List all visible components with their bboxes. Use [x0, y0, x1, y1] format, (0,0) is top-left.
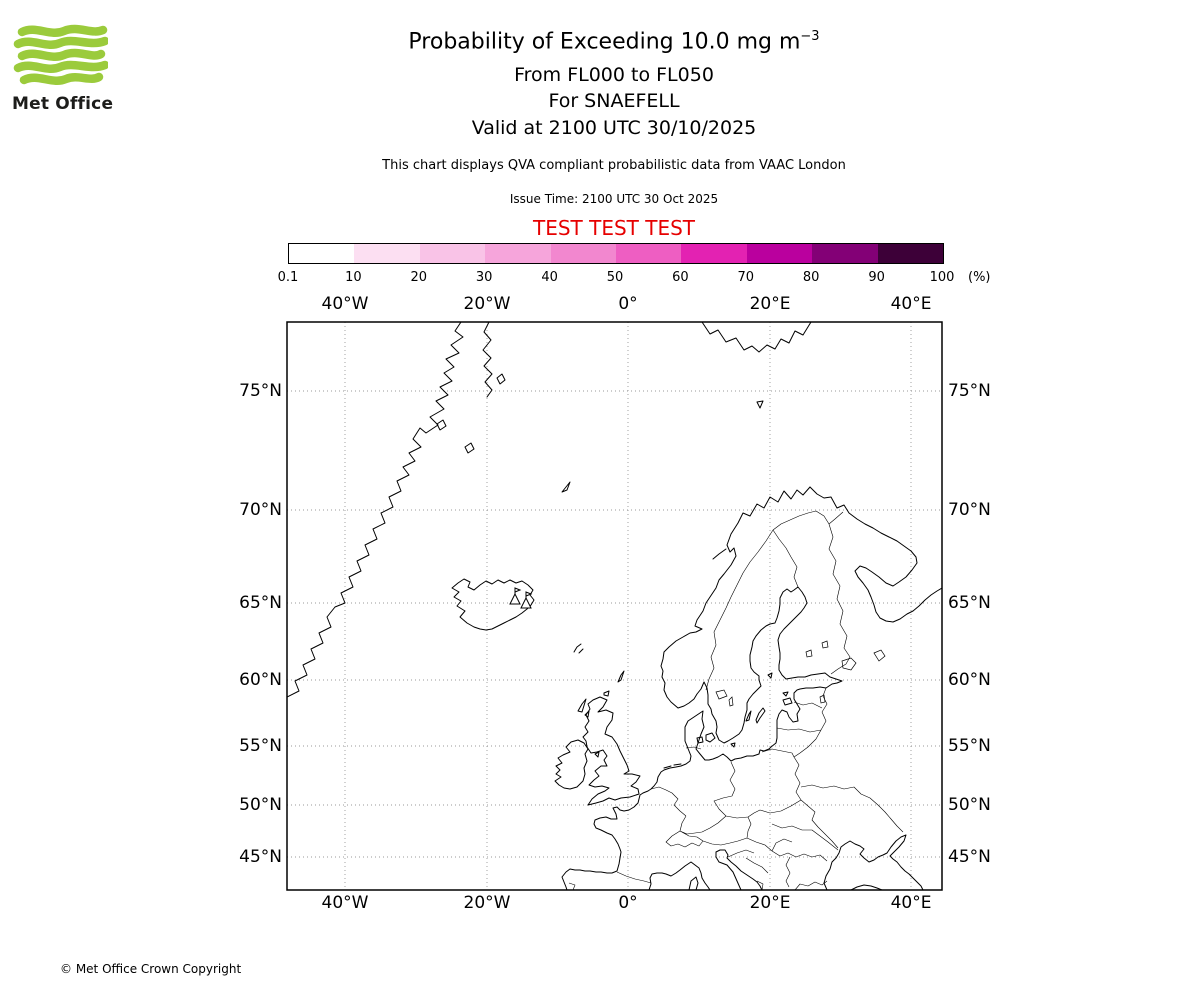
axis-tick-label: 20°W: [464, 294, 511, 314]
axis-tick-label: 20°W: [464, 893, 511, 913]
colorbar-tick-label: 60: [672, 270, 689, 285]
axis-tick-label: 20°E: [750, 294, 791, 314]
colorbar-segment: [812, 244, 877, 263]
axis-tick-label: 0°: [618, 294, 637, 314]
axis-tick-label: 60°N: [239, 670, 282, 690]
colorbar-segment: [878, 244, 943, 263]
lakes: [716, 641, 885, 706]
axis-tick-label: 40°E: [891, 893, 932, 913]
copyright-notice: © Met Office Crown Copyright: [60, 962, 241, 976]
axis-tick-label: 65°N: [948, 593, 991, 613]
axis-tick-label: 45°N: [239, 847, 282, 867]
colorbar-tick-label: 80: [803, 270, 820, 285]
volcano-markers: [510, 588, 531, 608]
test-banner: TEST TEST TEST: [533, 216, 695, 240]
axis-tick-label: 75°N: [239, 381, 282, 401]
colorbar-tick-label: 70: [738, 270, 755, 285]
chart-title-exponent: −3: [800, 29, 819, 44]
axis-tick-label: 70°N: [948, 500, 991, 520]
axis-tick-label: 0°: [618, 893, 637, 913]
volcano-triangle-icon: [521, 598, 531, 608]
issue-time: Issue Time: 2100 UTC 30 Oct 2025: [510, 192, 718, 206]
volcano-triangle-icon: [510, 594, 520, 604]
volcano-line: For SNAEFELL: [548, 90, 679, 112]
volcano-flag-icon: [515, 588, 531, 598]
chart-title-text: Probability of Exceeding 10.0 mg m: [408, 29, 800, 54]
qva-description: This chart displays QVA compliant probab…: [382, 158, 846, 173]
axis-tick-label: 65°N: [239, 593, 282, 613]
probability-colorbar: [288, 243, 944, 264]
axis-tick-label: 20°E: [750, 893, 791, 913]
axis-tick-label: 50°N: [239, 795, 282, 815]
colorbar-tick-label: 40: [541, 270, 558, 285]
axis-tick-label: 60°N: [948, 670, 991, 690]
flight-levels-line: From FL000 to FL050: [514, 64, 714, 86]
vaac-probability-chart: Met Office Probability of Exceeding 10.0…: [0, 0, 1200, 1000]
grid-lines: [287, 322, 942, 890]
chart-title: Probability of Exceeding 10.0 mg m−3: [408, 29, 819, 54]
axis-tick-label: 75°N: [948, 381, 991, 401]
colorbar-tick-label: 90: [868, 270, 885, 285]
colorbar-tick-label: 30: [476, 270, 493, 285]
colorbar-segment: [616, 244, 681, 263]
colorbar-segment: [551, 244, 616, 263]
colorbar-tick-label: 0.1: [278, 270, 299, 285]
colorbar-segment: [485, 244, 550, 263]
colorbar-segment: [289, 244, 354, 263]
colorbar-unit-label: (%): [968, 270, 991, 285]
colorbar-tick-label: 100: [930, 270, 955, 285]
colorbar-segment: [354, 244, 419, 263]
colorbar-tick-label: 50: [607, 270, 624, 285]
axis-tick-label: 55°N: [948, 736, 991, 756]
colorbar-tick-label: 20: [411, 270, 428, 285]
colorbar-tick-label: 10: [345, 270, 362, 285]
colorbar-segment: [681, 244, 746, 263]
met-office-logo: Met Office: [12, 24, 122, 114]
country-borders: [569, 511, 903, 890]
axis-tick-label: 40°E: [891, 294, 932, 314]
axis-tick-label: 40°W: [322, 294, 369, 314]
colorbar-tick-labels: 0.1 10 20 30 40 50 60 70 80 90 100: [0, 270, 1200, 286]
met-office-logo-text: Met Office: [12, 94, 122, 114]
axis-tick-label: 70°N: [239, 500, 282, 520]
axis-tick-label: 40°W: [322, 893, 369, 913]
colorbar-segment: [747, 244, 812, 263]
europe-north-atlantic-map: [286, 321, 944, 891]
axis-tick-label: 45°N: [948, 847, 991, 867]
axis-tick-label: 55°N: [239, 736, 282, 756]
colorbar-segment: [420, 244, 485, 263]
met-office-waves-icon: [12, 24, 108, 88]
axis-tick-label: 50°N: [948, 795, 991, 815]
valid-time-line: Valid at 2100 UTC 30/10/2025: [472, 117, 757, 139]
